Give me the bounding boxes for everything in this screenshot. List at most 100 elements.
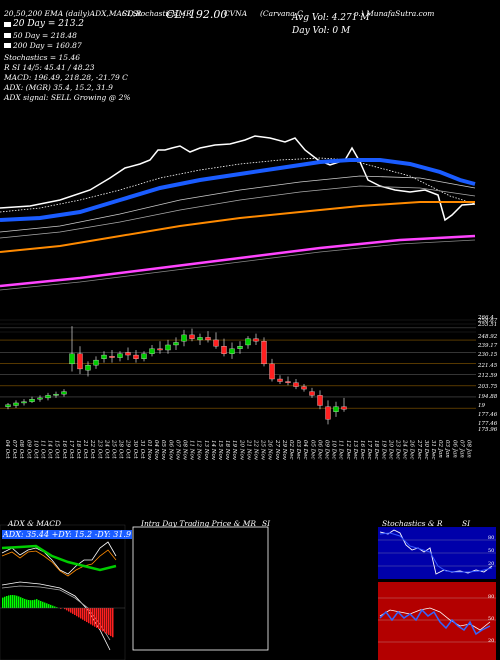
ema-orange-line: [0, 201, 475, 253]
ema200-label: 200 Day = 160.87: [13, 41, 82, 50]
date-tick-label: 01 Nov: [146, 440, 152, 461]
stoch-tick-label: 20: [488, 561, 494, 567]
date-tick-label: 14 Oct: [47, 440, 53, 459]
macd-bar: [78, 608, 80, 618]
date-tick-label: 13 Nov: [203, 440, 209, 461]
price-grid: [0, 319, 476, 409]
candle-body: [69, 353, 75, 365]
price-tick-label: 177.46: [478, 421, 498, 427]
day-volume: Day Vol: 0 M: [292, 26, 351, 36]
ema200-line: [0, 234, 476, 288]
candle-body: [237, 346, 243, 349]
macd-bar: [112, 608, 114, 638]
candle: [173, 337, 179, 351]
macd-bar: [6, 595, 8, 608]
stochastics-value: Stochastics = 15.46: [4, 53, 81, 62]
candle-body: [261, 341, 267, 365]
candle-body: [141, 353, 147, 359]
ema50-swatch: [4, 33, 11, 38]
candle-body: [29, 399, 35, 402]
date-tick-label: 08 Nov: [182, 440, 188, 461]
company-name-rest: o.) MunafaSutra.com: [354, 9, 435, 18]
macd-bar: [16, 595, 18, 608]
candle-body: [341, 406, 347, 410]
date-tick-label: 11 Dec: [338, 440, 344, 460]
macd-bar: [36, 599, 38, 608]
date-tick-label: 10 Oct: [32, 440, 38, 459]
date-tick-label: 06 Jan: [451, 440, 457, 458]
date-tick-label: 25 Nov: [260, 439, 266, 461]
candle: [53, 391, 59, 398]
candle-body: [309, 391, 315, 396]
candle-body: [165, 344, 171, 351]
candle-body: [333, 406, 339, 412]
intraday-title: Intra Day Trading Price & MR: [141, 519, 257, 528]
candle: [213, 332, 219, 349]
macd-bar: [54, 606, 56, 608]
candle: [269, 358, 275, 382]
candle: [77, 346, 83, 374]
macd-bar: [40, 600, 42, 608]
candle-body: [149, 348, 155, 354]
macd-bar: [86, 608, 88, 623]
macd-bar: [2, 597, 4, 608]
macd-bar: [28, 600, 30, 608]
date-tick-label: 12 Nov: [196, 440, 202, 461]
macd-bar: [76, 608, 78, 617]
candles: [5, 326, 347, 425]
rsi-panel: [378, 582, 496, 660]
date-tick-label: 27 Dec: [416, 439, 422, 460]
price-tick-label: 175.96: [478, 427, 498, 433]
macd-bar: [38, 600, 40, 608]
candle: [285, 376, 291, 386]
candle-body: [61, 391, 67, 395]
macd-bar: [102, 608, 104, 632]
candle: [221, 338, 227, 357]
macd-bar: [70, 608, 72, 613]
candle-body: [181, 334, 187, 342]
header-mid: SI,Stochastics,MR: [122, 9, 192, 18]
adx-panel-values: ADX: 35.44 +DY: 15.2 -DY: 31.9: [2, 530, 133, 539]
date-tick-label: 17 Oct: [68, 440, 74, 459]
candle-body: [117, 353, 123, 358]
date-tick-label: 02 Dec: [288, 440, 294, 460]
macd-bar: [26, 599, 28, 608]
date-tick-label: 20 Nov: [238, 439, 244, 461]
macd-bar: [82, 608, 84, 620]
candle-body: [21, 401, 27, 404]
date-tick-label: 23 Oct: [96, 439, 102, 459]
macd-bar: [46, 603, 48, 608]
candle-body: [109, 356, 115, 358]
macd-bar: [42, 601, 44, 608]
date-tick-label: 16 Oct: [61, 440, 67, 459]
candle-body: [229, 348, 235, 354]
date-tick-label: 05 Dec: [309, 440, 315, 460]
macd-bar: [18, 596, 20, 608]
candle: [61, 389, 67, 397]
date-tick-label: 30 Oct: [132, 440, 138, 459]
macd-bar: [94, 608, 96, 627]
date-tick-label: 16 Dec: [359, 440, 365, 460]
price-tick-label: 258.67: [477, 318, 498, 324]
candle-body: [53, 393, 59, 396]
date-tick-label: 22 Nov: [253, 439, 259, 461]
price-tick-label: 194.88: [478, 394, 498, 400]
macd-bar: [98, 608, 100, 630]
candle: [245, 336, 251, 349]
date-tick-label: 26 Nov: [267, 439, 273, 461]
price-tick-label: 212.59: [477, 373, 498, 379]
candle-body: [85, 364, 91, 371]
ema20-label: 20 Day = 213.2: [13, 19, 85, 29]
ema20-swatch: [4, 22, 11, 27]
date-tick-label: 07 Jan: [458, 440, 464, 458]
date-tick-label: 23 Dec: [395, 439, 401, 460]
date-tick-label: 17 Dec: [366, 440, 372, 460]
candle-body: [277, 378, 283, 382]
macd-bar: [72, 608, 74, 614]
price-tick-label: 221.45: [477, 363, 498, 369]
rsi-tick-label: 80: [488, 594, 494, 600]
macd-bar: [84, 608, 86, 621]
date-tick-label: 25 Oct: [111, 439, 117, 459]
macd-bar: [90, 608, 92, 625]
